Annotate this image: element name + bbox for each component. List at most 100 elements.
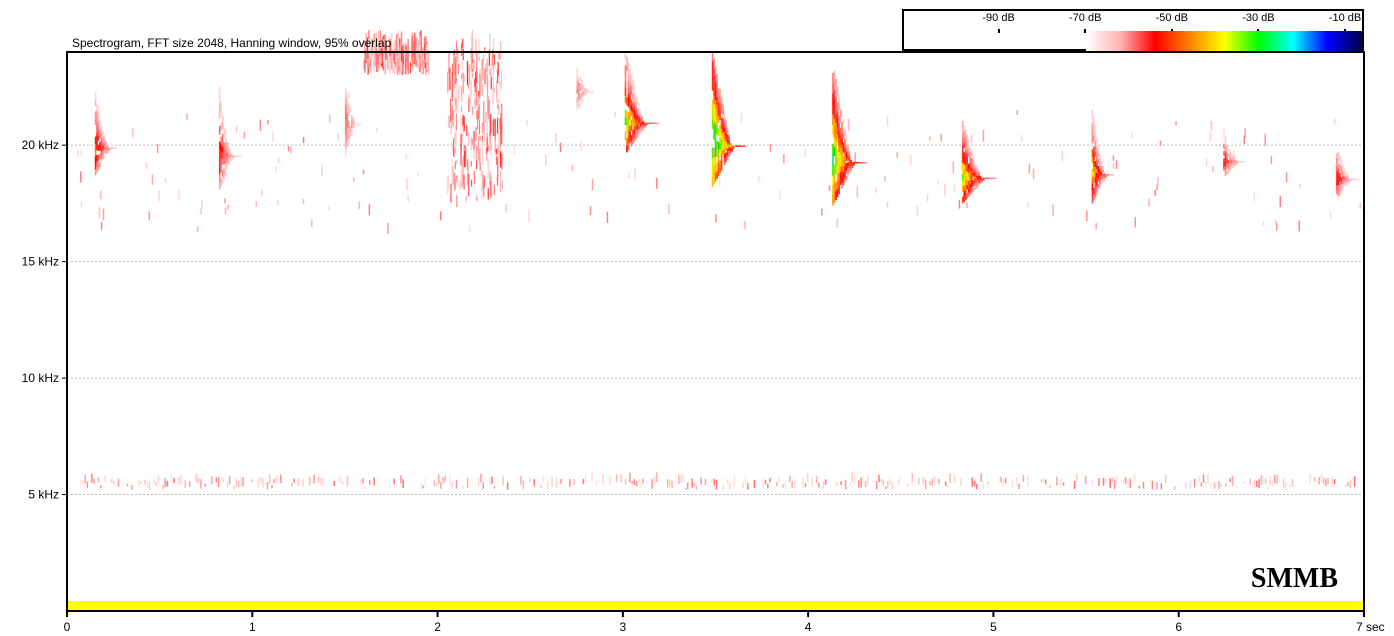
call-pixel (627, 112, 630, 120)
noise-band-mark (840, 481, 842, 486)
call-pixel (99, 120, 101, 127)
call-pixel (1339, 187, 1341, 192)
call-pixel (728, 145, 730, 149)
call-pixel (1097, 165, 1100, 171)
call-pixel (859, 162, 861, 164)
call-pixel (967, 163, 970, 169)
call-pixel (352, 117, 355, 122)
speck-mark (290, 147, 292, 154)
noise-burst-mark (481, 122, 484, 133)
speck-mark (1212, 166, 1214, 173)
call-pixel (848, 169, 851, 173)
noise-band-mark (558, 481, 560, 484)
noise-burst-mark (487, 188, 489, 200)
call-pixel (963, 136, 966, 143)
speck-mark (1112, 155, 1115, 161)
call-pixel (227, 154, 230, 158)
call-pixel (723, 119, 726, 125)
noise-burst-mark (377, 30, 380, 53)
noise-burst-mark (406, 60, 409, 72)
noise-burst-mark (460, 114, 462, 129)
call-pixel (972, 161, 975, 165)
noise-band-mark (976, 483, 978, 490)
call-pixel (103, 136, 106, 140)
call-pixel (639, 119, 642, 122)
call-pixel (1102, 176, 1104, 179)
noise-band-mark (188, 481, 191, 487)
speck-mark (1299, 183, 1301, 189)
call-pixel (227, 161, 230, 165)
noise-burst-mark (423, 62, 425, 67)
call-pixel (94, 98, 97, 106)
call-pixel (836, 180, 839, 190)
speck-mark (156, 143, 159, 153)
noise-band-mark (769, 477, 771, 483)
call-pixel (227, 142, 230, 146)
speck-mark (259, 119, 262, 131)
speck-mark (1061, 149, 1064, 162)
call-pixel (638, 110, 640, 114)
call-pixel (639, 120, 642, 124)
speck-mark (944, 184, 946, 196)
call-pixel (633, 121, 636, 127)
call-pixel (963, 168, 966, 175)
call-pixel (833, 145, 836, 157)
call-pixel (633, 137, 636, 143)
noise-band-mark (1225, 483, 1227, 487)
call-pixel (723, 138, 726, 143)
call-pixel (969, 190, 972, 196)
call-pixel (1224, 149, 1227, 154)
speck-mark (1233, 150, 1235, 158)
speck-mark (1134, 217, 1136, 228)
call-pixel (635, 108, 637, 113)
noise-band-mark (369, 480, 371, 485)
y-tick-label: 5 kHz (28, 488, 59, 502)
call-pixel (226, 161, 229, 167)
noise-burst-mark (482, 124, 485, 135)
speck-mark (277, 199, 279, 206)
call-pixel (1337, 179, 1340, 185)
call-pixel (630, 135, 633, 142)
call-pixel (96, 138, 98, 145)
call-pixel (743, 145, 745, 147)
call-pixel (967, 151, 970, 157)
speck-mark (235, 125, 238, 133)
noise-burst-mark (463, 155, 465, 164)
baseline-band-fill (67, 601, 1364, 611)
speck-mark (151, 174, 154, 185)
noise-band-mark (953, 475, 956, 483)
call-pixel (96, 121, 98, 129)
call-pixel (844, 127, 846, 132)
call-pixel (966, 139, 969, 145)
noise-band-mark (542, 475, 544, 484)
speck-mark (970, 134, 973, 144)
call-pixel (973, 186, 976, 191)
x-tick-label: 6 (1175, 620, 1182, 634)
call-pixel (725, 128, 727, 133)
call-pixel (1091, 129, 1094, 137)
noise-burst-mark (485, 111, 487, 124)
call-pixel (346, 99, 349, 108)
call-pixel (973, 180, 976, 184)
call-pixel (1097, 144, 1100, 150)
call-pixel (716, 125, 718, 135)
call-pixel (94, 117, 97, 125)
call-pixel (964, 189, 967, 196)
speck-mark (896, 152, 898, 158)
call-pixel (725, 158, 727, 163)
call-pixel (832, 153, 834, 166)
call-mark (218, 86, 242, 190)
noise-burst-mark (419, 56, 421, 72)
call-pixel (836, 157, 839, 166)
call-pixel (970, 173, 973, 178)
call-pixel (1345, 182, 1347, 185)
call-pixel (635, 115, 637, 120)
call-pixel (1340, 171, 1343, 176)
call-pixel (585, 88, 588, 91)
call-pixel (226, 165, 229, 170)
call-pixel (639, 124, 642, 127)
noise-band-mark (451, 481, 453, 489)
call-pixel (711, 79, 714, 91)
call-pixel (967, 183, 970, 189)
noise-burst-mark (468, 99, 470, 112)
